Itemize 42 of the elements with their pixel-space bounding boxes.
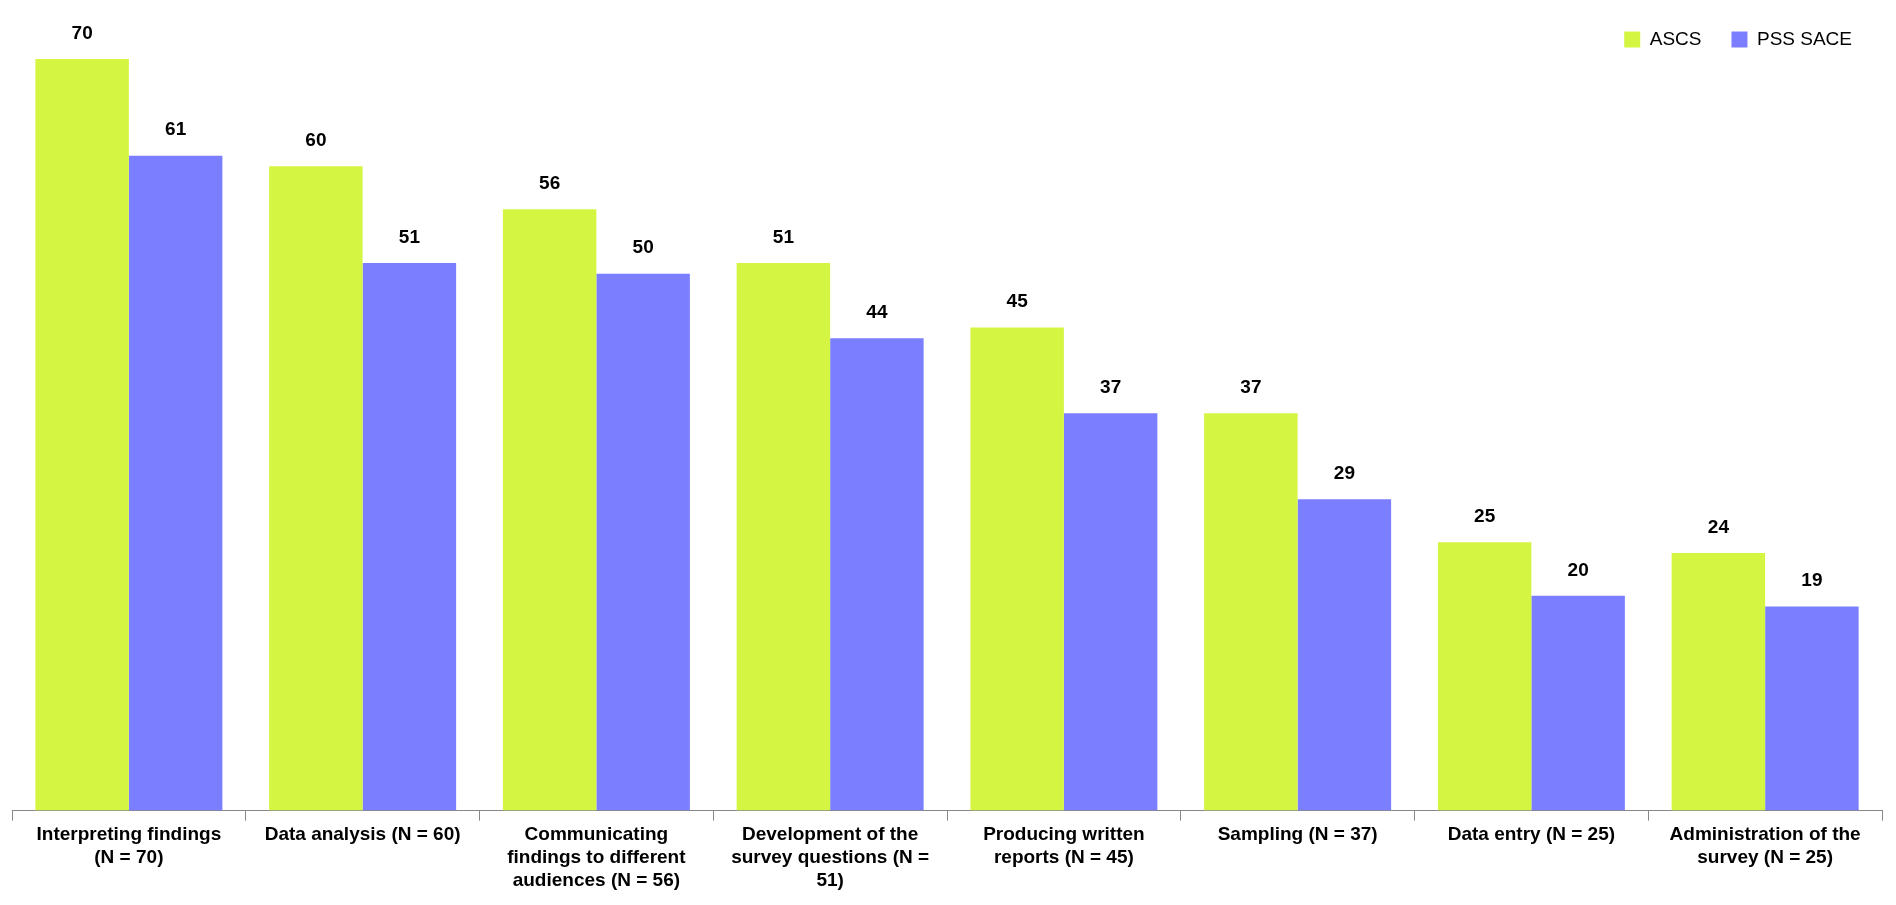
data-label: 56	[539, 172, 561, 194]
bar	[128, 155, 223, 811]
x-tick-label: Data entry (N = 25)	[1447, 823, 1616, 845]
data-label: 37	[1240, 376, 1262, 398]
bar	[502, 209, 597, 811]
data-label: 19	[1801, 569, 1823, 591]
data-label: 61	[165, 118, 187, 140]
x-tick-label: Producing written reports (N = 45)	[983, 823, 1145, 868]
bar	[362, 263, 457, 811]
legend-label: ASCS	[1649, 27, 1702, 49]
bar	[1765, 606, 1859, 811]
bar	[970, 327, 1064, 811]
data-label: 51	[398, 225, 421, 247]
bar	[1063, 413, 1158, 811]
data-label: 37	[1100, 376, 1122, 398]
bar	[830, 338, 924, 811]
x-tick-label: Communicating findings to different audiences (N = 56)	[507, 823, 687, 890]
data-label: 45	[1006, 290, 1029, 312]
bar	[1671, 552, 1766, 811]
x-tick-label: Administration of the survey (N = 25)	[1669, 823, 1861, 868]
data-label: 44	[866, 300, 888, 322]
x-tick-label: Interpreting findings (N = 70)	[36, 823, 222, 868]
data-label: 60	[305, 129, 327, 151]
data-label: 50	[632, 236, 654, 258]
legend-label: PSS SACE	[1756, 27, 1853, 49]
bar	[269, 166, 363, 811]
bar	[1297, 499, 1392, 811]
x-tick-label: Sampling (N = 37)	[1217, 823, 1378, 845]
data-label: 51	[772, 225, 795, 247]
bar	[1437, 542, 1532, 811]
bar	[1204, 413, 1298, 811]
data-label: 29	[1333, 461, 1355, 483]
bar	[736, 263, 831, 811]
data-label: 20	[1567, 558, 1589, 580]
x-tick-label: Data analysis (N = 60)	[264, 823, 461, 845]
data-label: 25	[1474, 504, 1496, 526]
x-tick-label: Development of the survey questions (N = 51)	[731, 823, 930, 890]
bar	[1531, 595, 1625, 811]
data-label: 24	[1707, 515, 1730, 537]
bar	[596, 273, 690, 811]
data-label: 70	[71, 21, 93, 43]
bar	[35, 59, 129, 811]
